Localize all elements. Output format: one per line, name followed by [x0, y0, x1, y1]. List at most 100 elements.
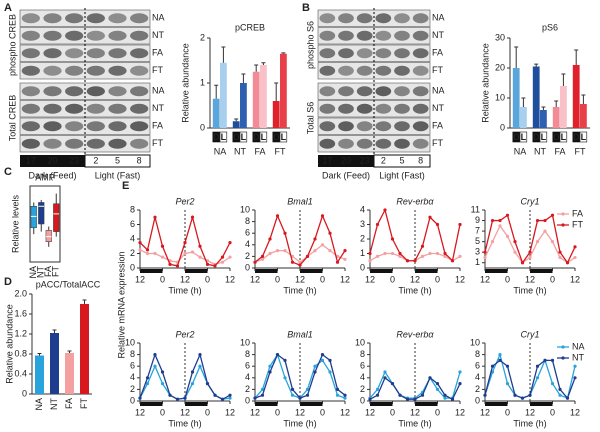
- x-tick-label: 0: [320, 407, 325, 417]
- dl-label: L: [521, 132, 527, 142]
- x-tick-label: 0: [550, 274, 555, 284]
- point: [268, 364, 272, 368]
- point: [343, 249, 347, 253]
- blot-band: [21, 121, 40, 132]
- blot-band: [130, 121, 149, 132]
- blot-band: [319, 13, 336, 24]
- blot-band: [43, 103, 62, 114]
- x-tick-label: NA: [214, 146, 227, 156]
- point: [205, 262, 210, 266]
- point: [175, 264, 180, 268]
- point: [458, 222, 462, 227]
- x-tick-label: 0: [435, 407, 440, 417]
- blot-band: [394, 138, 410, 149]
- x-tick-label: 0: [390, 274, 395, 284]
- blot-band: [43, 121, 62, 132]
- y-tick-label: 8: [475, 349, 480, 359]
- y-tick-label: 0: [130, 262, 135, 272]
- y-tick-label: 30: [495, 32, 505, 42]
- dl-box: [552, 131, 560, 143]
- x-tick-label: FT: [79, 398, 89, 409]
- blot-band: [394, 121, 410, 132]
- x-tick-label: 12: [455, 274, 465, 284]
- bar: [280, 53, 287, 128]
- point: [528, 255, 532, 260]
- point: [550, 213, 555, 217]
- dl-label: L: [581, 132, 587, 142]
- blot-band: [21, 103, 40, 114]
- blot-band: [130, 103, 149, 114]
- legend-marker: [561, 212, 565, 216]
- blot-band: [65, 138, 84, 149]
- blot-band: [86, 138, 105, 149]
- blot-band: [319, 103, 336, 114]
- box: [30, 206, 37, 229]
- x-tick-label: 0: [320, 274, 325, 284]
- period-label: Dark (Feed): [28, 170, 76, 180]
- legend-marker: [561, 345, 565, 349]
- time-bar-dark: [318, 155, 374, 167]
- y-tick-label: 0: [200, 122, 205, 132]
- y-tick-label: 6: [475, 361, 480, 371]
- point: [398, 254, 402, 258]
- x-tick-label: 12: [480, 274, 490, 284]
- y-tick-label: 5: [475, 236, 480, 246]
- chart-title: Cry1: [520, 196, 539, 206]
- point: [198, 364, 202, 368]
- blot-band: [338, 13, 354, 24]
- point: [420, 244, 425, 248]
- time-label: 5: [399, 155, 404, 165]
- blot-band: [319, 138, 336, 149]
- blot-band: [338, 30, 354, 41]
- point: [205, 382, 210, 386]
- point: [260, 257, 265, 261]
- error-bar: [561, 73, 566, 86]
- point: [458, 370, 462, 374]
- y-tick-label: 2: [475, 384, 480, 394]
- blot-band: [21, 86, 40, 97]
- blot-band: [43, 65, 62, 76]
- y-tick-label: 2: [245, 251, 250, 261]
- box: [38, 202, 45, 225]
- blot-band: [375, 121, 392, 132]
- bar: [580, 104, 587, 128]
- point: [160, 255, 165, 259]
- point: [573, 364, 577, 368]
- y-tick-label: 2: [200, 32, 205, 42]
- point: [198, 255, 202, 259]
- point: [160, 244, 165, 248]
- plot-frame: [29, 185, 61, 263]
- point: [558, 255, 562, 260]
- x-axis-label: Time (h): [513, 418, 546, 428]
- blot-band: [356, 13, 373, 24]
- blot-band: [108, 86, 127, 97]
- point: [428, 215, 432, 219]
- blot-band: [375, 138, 392, 149]
- panel-label: E: [122, 180, 129, 192]
- y-tick-label: 2: [360, 384, 365, 394]
- y-tick-label: 3: [360, 219, 365, 229]
- blot-row-label: NA: [152, 13, 165, 23]
- x-tick-label: 0: [160, 407, 165, 417]
- dl-box: [252, 131, 260, 143]
- error-bar: [82, 299, 87, 304]
- point: [528, 393, 532, 397]
- y-tick-label: 4: [245, 372, 250, 382]
- point: [343, 393, 347, 397]
- dl-label: D: [533, 132, 540, 142]
- x-tick-label: 0: [275, 274, 280, 284]
- time-label: 20: [341, 155, 351, 165]
- dl-box: [539, 131, 548, 143]
- y-tick-label: 0: [245, 395, 250, 405]
- error-bar: [67, 350, 72, 353]
- blot-band: [130, 138, 149, 149]
- blot-band: [375, 86, 392, 97]
- x-tick-label: 12: [340, 274, 350, 284]
- blot-group-label: phospho CREB: [7, 14, 17, 76]
- y-tick-label: 10: [240, 337, 250, 347]
- point: [528, 250, 532, 254]
- error-bar: [52, 329, 57, 333]
- legend-label: FA: [572, 208, 583, 218]
- bar: [552, 107, 560, 128]
- point: [405, 397, 410, 401]
